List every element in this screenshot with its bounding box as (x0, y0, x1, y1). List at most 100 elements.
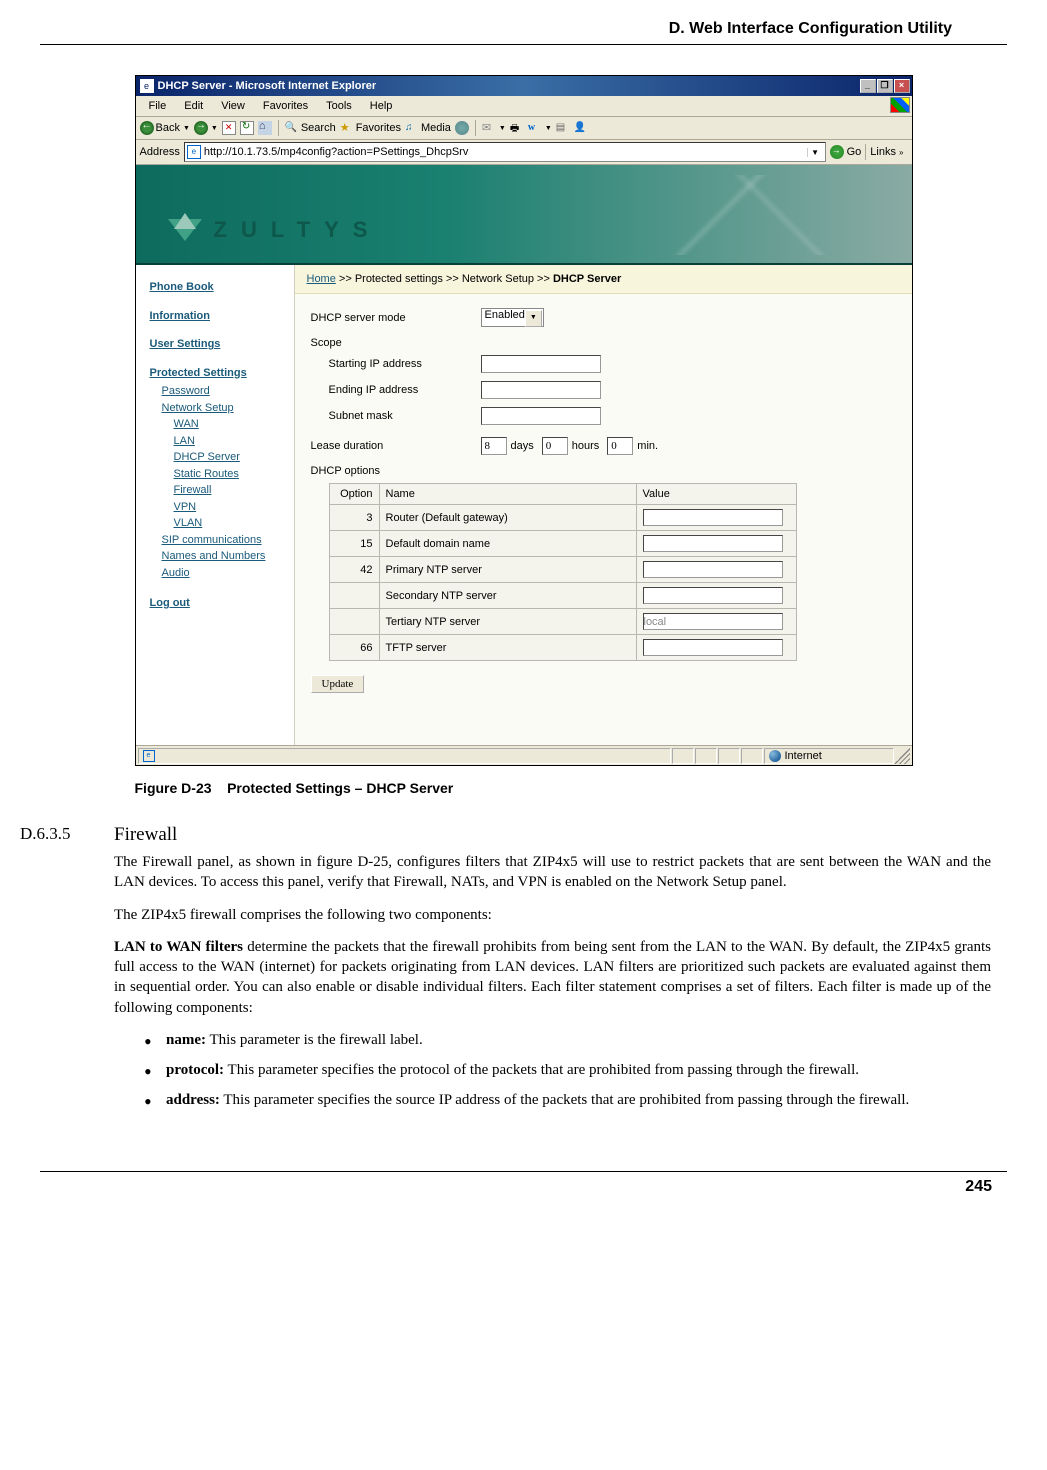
back-button[interactable]: Back▼ (140, 121, 190, 135)
search-icon (285, 121, 299, 135)
input-lease-min[interactable] (607, 437, 633, 455)
paragraph: LAN to WAN filters determine the packets… (114, 937, 991, 1018)
table-row: 42Primary NTP server (329, 557, 796, 583)
mail-button[interactable]: ▼ (482, 121, 506, 135)
print-button[interactable] (510, 121, 524, 135)
ie-window: e DHCP Server - Microsoft Internet Explo… (135, 75, 913, 766)
banner: ZULTYS (136, 165, 912, 265)
edit-icon (528, 121, 542, 135)
stop-button[interactable] (222, 121, 236, 135)
favorites-icon (340, 121, 354, 135)
ie-icon: e (140, 79, 154, 93)
breadcrumb: Home >> Protected settings >> Network Se… (295, 265, 912, 294)
nav-information[interactable]: Information (150, 308, 286, 325)
minimize-button[interactable]: _ (860, 79, 876, 93)
nav-lan[interactable]: LAN (174, 433, 286, 450)
menu-tools[interactable]: Tools (317, 98, 361, 114)
cell-name: Default domain name (379, 531, 636, 557)
go-icon (830, 145, 844, 159)
go-button[interactable]: Go (830, 145, 862, 159)
page-footer: 245 (40, 1171, 1007, 1196)
stop-icon (222, 121, 236, 135)
forward-button[interactable]: ▼ (194, 121, 218, 135)
nav-logout[interactable]: Log out (150, 595, 286, 612)
table-row: Tertiary NTP server (329, 609, 796, 635)
nav-password[interactable]: Password (162, 383, 286, 400)
nav-vpn[interactable]: VPN (174, 499, 286, 516)
forward-icon (194, 121, 208, 135)
label-min: min. (637, 440, 658, 452)
url-text: http://10.1.73.5/mp4config?action=PSetti… (204, 146, 807, 158)
nav-sip[interactable]: SIP communications (162, 532, 286, 549)
status-ie-icon: e (143, 750, 155, 762)
input-starting-ip[interactable] (481, 355, 601, 373)
address-input[interactable]: e http://10.1.73.5/mp4config?action=PSet… (184, 142, 826, 162)
list-item: name: This parameter is the firewall lab… (144, 1030, 991, 1050)
list-item: protocol: This parameter specifies the p… (144, 1060, 991, 1080)
cell-value (636, 609, 796, 635)
address-label: Address (140, 146, 180, 158)
menu-edit[interactable]: Edit (175, 98, 212, 114)
nav-protected-settings[interactable]: Protected Settings (150, 365, 286, 382)
input-lease-days[interactable] (481, 437, 507, 455)
label-ending-ip: Ending IP address (311, 384, 481, 396)
cell-name: Router (Default gateway) (379, 505, 636, 531)
nav-dhcp[interactable]: DHCP Server (174, 449, 286, 466)
input-option-value[interactable] (643, 561, 783, 578)
crumb-protected: Protected settings (355, 273, 443, 285)
nav-audio[interactable]: Audio (162, 565, 286, 582)
links-button[interactable]: Links » (865, 144, 907, 160)
search-button[interactable]: Search (285, 121, 336, 135)
resize-grip[interactable] (894, 748, 910, 764)
media-button[interactable]: Media (405, 121, 451, 135)
input-lease-hours[interactable] (542, 437, 568, 455)
nav-network-setup[interactable]: Network Setup (162, 400, 286, 417)
select-mode[interactable]: Enabled (481, 308, 544, 327)
input-option-value[interactable] (643, 509, 783, 526)
cell-value (636, 505, 796, 531)
windows-logo-icon (890, 97, 910, 113)
close-button[interactable]: × (894, 79, 910, 93)
update-button[interactable]: Update (311, 675, 365, 693)
edit-button[interactable]: ▼ (528, 121, 552, 135)
menu-file[interactable]: File (140, 98, 176, 114)
refresh-icon (240, 121, 254, 135)
address-dropdown[interactable]: ▼ (807, 148, 823, 157)
favorites-button[interactable]: Favorites (340, 121, 401, 135)
zultys-logo: ZULTYS (168, 213, 382, 247)
maximize-button[interactable]: ❐ (877, 79, 893, 93)
input-option-value[interactable] (643, 639, 783, 656)
history-icon (455, 121, 469, 135)
th-value: Value (636, 484, 796, 505)
nav-static-routes[interactable]: Static Routes (174, 466, 286, 483)
discuss-button[interactable] (556, 121, 570, 135)
input-ending-ip[interactable] (481, 381, 601, 399)
status-cell (718, 748, 740, 764)
input-option-value[interactable] (643, 587, 783, 604)
nav-vlan[interactable]: VLAN (174, 515, 286, 532)
nav-firewall[interactable]: Firewall (174, 482, 286, 499)
menu-favorites[interactable]: Favorites (254, 98, 317, 114)
print-icon (510, 121, 524, 135)
section-number: D.6.3.5 (20, 824, 110, 844)
nav-wan[interactable]: WAN (174, 416, 286, 433)
refresh-button[interactable] (240, 121, 254, 135)
banner-art (592, 175, 912, 255)
input-option-value[interactable] (643, 535, 783, 552)
input-subnet[interactable] (481, 407, 601, 425)
messenger-button[interactable] (574, 121, 588, 135)
home-icon (258, 121, 272, 135)
crumb-home[interactable]: Home (307, 273, 336, 285)
nav-phone-book[interactable]: Phone Book (150, 279, 286, 296)
table-row: 15Default domain name (329, 531, 796, 557)
status-cell (741, 748, 763, 764)
menu-help[interactable]: Help (361, 98, 402, 114)
page-content: ZULTYS Phone Book Information User Setti… (136, 165, 912, 745)
nav-user-settings[interactable]: User Settings (150, 336, 286, 353)
nav-names[interactable]: Names and Numbers (162, 548, 286, 565)
menu-view[interactable]: View (212, 98, 254, 114)
home-button[interactable] (258, 121, 272, 135)
history-button[interactable] (455, 121, 469, 135)
status-cell (672, 748, 694, 764)
input-option-value[interactable] (643, 613, 783, 630)
